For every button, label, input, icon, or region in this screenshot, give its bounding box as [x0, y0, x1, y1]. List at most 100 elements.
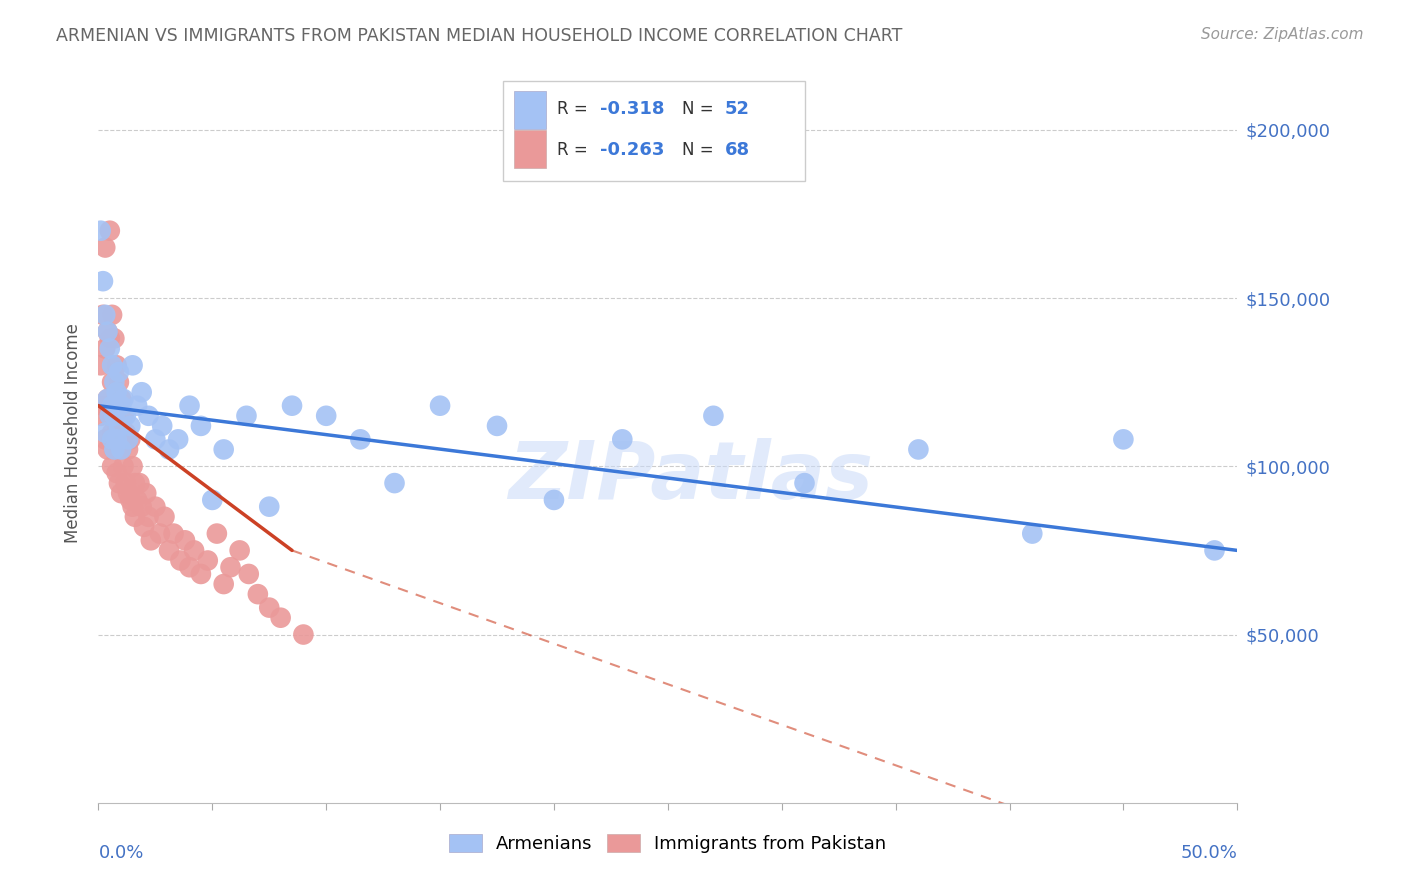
Point — [108, 365, 131, 379]
Point — [96, 392, 118, 406]
Point — [101, 308, 124, 322]
Point — [114, 476, 136, 491]
Point — [131, 385, 153, 400]
Point — [315, 409, 337, 423]
Point — [190, 566, 212, 581]
Point — [105, 433, 128, 447]
Point — [1021, 526, 1043, 541]
Point — [270, 610, 292, 624]
Legend: Armenians, Immigrants from Pakistan: Armenians, Immigrants from Pakistan — [441, 827, 894, 861]
Point — [105, 385, 128, 400]
Point — [259, 600, 281, 615]
Point — [120, 492, 142, 507]
Point — [145, 500, 167, 514]
Point — [101, 375, 124, 389]
Text: R =: R = — [557, 141, 599, 159]
Point — [110, 399, 132, 413]
Point — [127, 492, 149, 507]
Point — [212, 577, 235, 591]
Point — [112, 409, 135, 423]
Point — [429, 399, 451, 413]
Point — [112, 459, 135, 474]
Point — [90, 359, 112, 373]
Point — [117, 486, 139, 500]
Point — [101, 459, 124, 474]
FancyBboxPatch shape — [515, 130, 546, 169]
Point — [94, 342, 117, 356]
Point — [702, 409, 724, 423]
Point — [183, 543, 205, 558]
Point — [219, 560, 242, 574]
Point — [174, 533, 197, 548]
Point — [138, 409, 160, 423]
Point — [235, 409, 257, 423]
Point — [384, 476, 406, 491]
Point — [907, 442, 929, 457]
Point — [103, 375, 125, 389]
Point — [121, 500, 143, 514]
Point — [121, 459, 143, 474]
Point — [103, 442, 125, 457]
Point — [157, 543, 180, 558]
Text: 68: 68 — [725, 141, 749, 159]
Point — [110, 392, 132, 406]
Point — [228, 543, 250, 558]
Point — [91, 308, 114, 322]
Point — [612, 433, 634, 447]
Point — [98, 409, 121, 423]
Point — [108, 476, 131, 491]
Point — [94, 240, 117, 255]
FancyBboxPatch shape — [515, 91, 546, 129]
Point — [139, 533, 162, 548]
Point — [90, 224, 112, 238]
Point — [292, 627, 315, 641]
Point — [94, 433, 117, 447]
Point — [179, 399, 201, 413]
Point — [98, 409, 121, 423]
Point — [486, 418, 509, 433]
Point — [103, 409, 125, 423]
Point — [112, 392, 135, 406]
Point — [117, 442, 139, 457]
Point — [96, 442, 118, 457]
Point — [167, 433, 190, 447]
Point — [132, 520, 155, 534]
Point — [157, 442, 180, 457]
Text: -0.318: -0.318 — [599, 100, 664, 118]
Point — [238, 566, 260, 581]
Point — [101, 359, 124, 373]
Text: ZIPatlas: ZIPatlas — [508, 438, 873, 516]
Point — [162, 526, 184, 541]
Point — [120, 433, 142, 447]
Point — [94, 425, 117, 440]
Point — [150, 418, 173, 433]
Point — [110, 442, 132, 457]
Point — [105, 466, 128, 480]
Point — [110, 442, 132, 457]
Point — [110, 486, 132, 500]
Point — [98, 331, 121, 345]
Point — [98, 342, 121, 356]
Point — [281, 399, 304, 413]
Point — [101, 425, 124, 440]
Point — [212, 442, 235, 457]
Point — [105, 418, 128, 433]
Point — [94, 308, 117, 322]
Point — [179, 560, 201, 574]
Text: R =: R = — [557, 100, 599, 118]
Point — [128, 476, 150, 491]
Point — [91, 399, 114, 413]
Point — [108, 418, 131, 433]
Point — [101, 399, 124, 413]
Point — [105, 359, 128, 373]
Point — [190, 418, 212, 433]
Point — [1204, 543, 1226, 558]
Point — [246, 587, 269, 601]
Text: Source: ZipAtlas.com: Source: ZipAtlas.com — [1201, 27, 1364, 42]
Point — [90, 409, 112, 423]
Point — [120, 418, 142, 433]
Point — [96, 325, 118, 339]
Text: 0.0%: 0.0% — [98, 844, 143, 862]
Text: N =: N = — [682, 100, 718, 118]
Point — [205, 526, 228, 541]
